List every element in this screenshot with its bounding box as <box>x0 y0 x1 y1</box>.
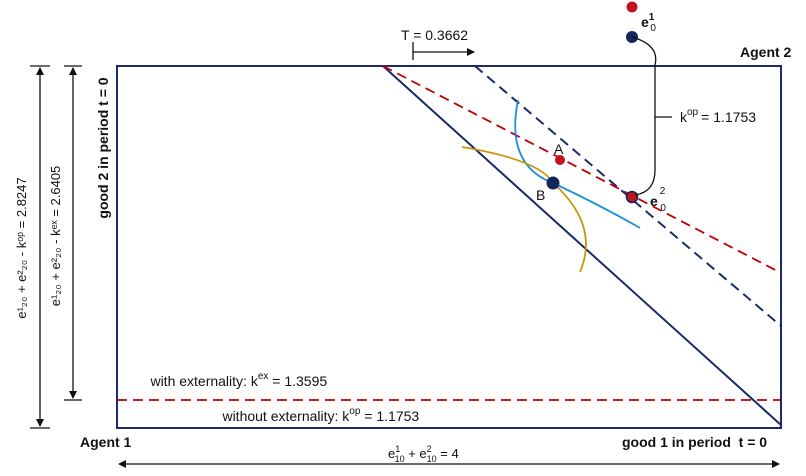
height-inner-label: e¹₂₀ + e²₂₀ - kᵉˣ = 2.6405 <box>48 166 63 307</box>
budget-line-solid <box>382 65 782 426</box>
width-label: e1 10 + e2 10 = 4 <box>388 444 459 464</box>
x-axis-label: good 1 in period t = 0 <box>622 434 767 450</box>
without-externality-label: without externality: kop = 1.1753 <box>203 406 431 424</box>
with-externality-label: with externality: kex = 1.3595 <box>131 371 339 389</box>
agent2-label: Agent 2 <box>740 44 792 60</box>
indifference-curve-gold <box>461 146 587 273</box>
price-line-red-dashed <box>382 65 782 274</box>
y-axis-label: good 2 in period t = 0 <box>95 77 111 218</box>
kop-label: kop = 1.1753 <box>680 107 756 125</box>
edgeworth-box <box>116 65 782 429</box>
agent1-label: Agent 1 <box>80 434 132 450</box>
point-B-label: B <box>536 187 545 203</box>
point-B <box>546 176 560 190</box>
e2-0-label: e2 0 <box>650 186 666 214</box>
point-A-label: A <box>554 141 564 157</box>
point-A <box>555 155 565 165</box>
kop-connector <box>631 36 657 196</box>
point-e1-0-red <box>626 1 638 13</box>
T-label: T = 0.3662 <box>401 27 468 43</box>
point-e2-0 <box>625 190 639 204</box>
indifference-curve-blue <box>514 99 641 229</box>
height-outer-label: e¹₂₀ + e²₂₀ - kᵒᵖ = 2.8247 <box>14 177 29 318</box>
e1-0-label: e1 0 <box>641 12 656 34</box>
